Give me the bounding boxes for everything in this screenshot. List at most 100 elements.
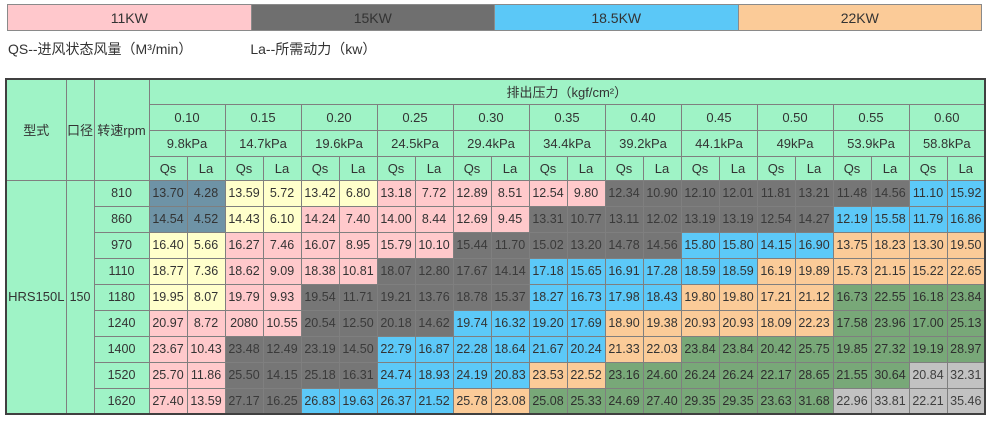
header-discharge-pressure: 排出压力（kgf/cm²） (148, 78, 986, 105)
qs-value: 15.73 (832, 257, 872, 285)
kpa-header-cell: 29.4kPa (452, 129, 530, 157)
qs-value: 20.18 (376, 309, 416, 337)
qs-value: 18.59 (680, 257, 720, 285)
header-speed: 转速rpm (93, 78, 150, 181)
la-value: 16.31 (338, 361, 378, 389)
qs-value: 24.74 (376, 361, 416, 389)
pressure-header-cell: 0.30 (452, 103, 530, 131)
kpa-header-cell: 24.5kPa (376, 129, 454, 157)
la-value: 6.10 (262, 205, 302, 233)
qs-value: 18.38 (300, 257, 340, 285)
kpa-header-cell: 9.8kPa (148, 129, 226, 157)
la-value: 19.80 (718, 283, 758, 311)
la-value: 7.36 (186, 257, 226, 285)
rpm-cell: 1240 (93, 309, 150, 337)
la-value: 9.09 (262, 257, 302, 285)
qs-value: 19.80 (680, 283, 720, 311)
la-value: 9.93 (262, 283, 302, 311)
qs-value: 14.24 (300, 205, 340, 233)
la-value: 13.21 (794, 179, 834, 207)
qs-value: 13.18 (376, 179, 416, 207)
qs-value: 12.19 (832, 205, 872, 233)
qs-value: 12.54 (756, 205, 796, 233)
units-note: QS--进风状态风量（M³/min） La--所需动力（kw） (8, 39, 434, 59)
la-value: 14.56 (642, 231, 682, 259)
qs-column-header: Qs (756, 155, 796, 181)
qs-value: 18.27 (528, 283, 568, 311)
la-value: 14.56 (870, 179, 910, 207)
la-value: 10.90 (642, 179, 682, 207)
la-value: 9.45 (490, 205, 530, 233)
la-definition: La--所需动力（kw） (250, 41, 377, 57)
la-value: 22.23 (794, 309, 834, 337)
la-value: 11.86 (186, 361, 226, 389)
la-value: 22.52 (566, 361, 606, 389)
la-column-header: La (718, 155, 758, 181)
rpm-cell: 1520 (93, 361, 150, 389)
la-value: 29.35 (718, 387, 758, 415)
kpa-header-cell: 53.9kPa (832, 129, 910, 157)
pressure-header-cell: 0.15 (224, 103, 302, 131)
qs-column-header: Qs (148, 155, 188, 181)
la-value: 25.75 (794, 335, 834, 363)
qs-column-header: Qs (376, 155, 416, 181)
la-value: 14.14 (490, 257, 530, 285)
qs-value: 15.79 (376, 231, 416, 259)
qs-value: 17.58 (832, 309, 872, 337)
la-value: 23.84 (718, 335, 758, 363)
qs-value: 12.69 (452, 205, 492, 233)
qs-value: 2080 (224, 309, 264, 337)
la-value: 30.64 (870, 361, 910, 389)
kpa-header-cell: 49kPa (756, 129, 834, 157)
model-cell: HRS150L (5, 179, 67, 415)
la-value: 16.87 (414, 335, 454, 363)
qs-value: 19.85 (832, 335, 872, 363)
qs-value: 16.27 (224, 231, 264, 259)
la-value: 10.10 (414, 231, 454, 259)
qs-value: 23.67 (148, 335, 188, 363)
la-value: 16.86 (946, 205, 986, 233)
qs-value: 13.30 (908, 231, 948, 259)
la-value: 25.33 (566, 387, 606, 415)
la-value: 16.73 (566, 283, 606, 311)
qs-value: 14.78 (604, 231, 644, 259)
qs-value: 20.93 (680, 309, 720, 337)
legend-item-15kw: 15KW (250, 4, 495, 31)
qs-value: 11.48 (832, 179, 872, 207)
qs-value: 14.43 (224, 205, 264, 233)
kpa-header-cell: 19.6kPa (300, 129, 378, 157)
la-value: 13.20 (566, 231, 606, 259)
qs-value: 12.10 (680, 179, 720, 207)
qs-value: 26.37 (376, 387, 416, 415)
la-value: 14.50 (338, 335, 378, 363)
la-value: 20.24 (566, 335, 606, 363)
table-row: 1110 18.77 7.36 18.62 9.09 18.38 10.81 18.07 12.… (6, 257, 986, 285)
la-value: 13.19 (718, 205, 758, 233)
la-value: 12.02 (642, 205, 682, 233)
qs-value: 22.17 (756, 361, 796, 389)
la-value: 15.92 (946, 179, 986, 207)
la-value: 23.84 (946, 283, 986, 311)
qs-value: 24.69 (604, 387, 644, 415)
la-value: 23.08 (490, 387, 530, 415)
la-column-header: La (642, 155, 682, 181)
performance-table: 型式 口径 转速rpm 排出压力（kgf/cm²） 0.10 0.15 0.20 0.… (5, 78, 987, 415)
qs-value: 11.79 (908, 205, 948, 233)
la-value: 10.55 (262, 309, 302, 337)
legend-item-18-5kw: 18.5KW (494, 4, 739, 31)
la-value: 16.90 (794, 231, 834, 259)
qs-value: 19.20 (528, 309, 568, 337)
qs-value: 25.08 (528, 387, 568, 415)
qs-value: 21.67 (528, 335, 568, 363)
qs-value: 14.15 (756, 231, 796, 259)
rpm-cell: 1180 (93, 283, 150, 311)
la-value: 25.13 (946, 309, 986, 337)
qs-value: 25.18 (300, 361, 340, 389)
la-value: 18.93 (414, 361, 454, 389)
qs-value: 20.54 (300, 309, 340, 337)
qs-value: 20.42 (756, 335, 796, 363)
la-value: 22.55 (870, 283, 910, 311)
kpa-header-cell: 58.8kPa (908, 129, 986, 157)
qs-value: 14.00 (376, 205, 416, 233)
kpa-header-cell: 34.4kPa (528, 129, 606, 157)
